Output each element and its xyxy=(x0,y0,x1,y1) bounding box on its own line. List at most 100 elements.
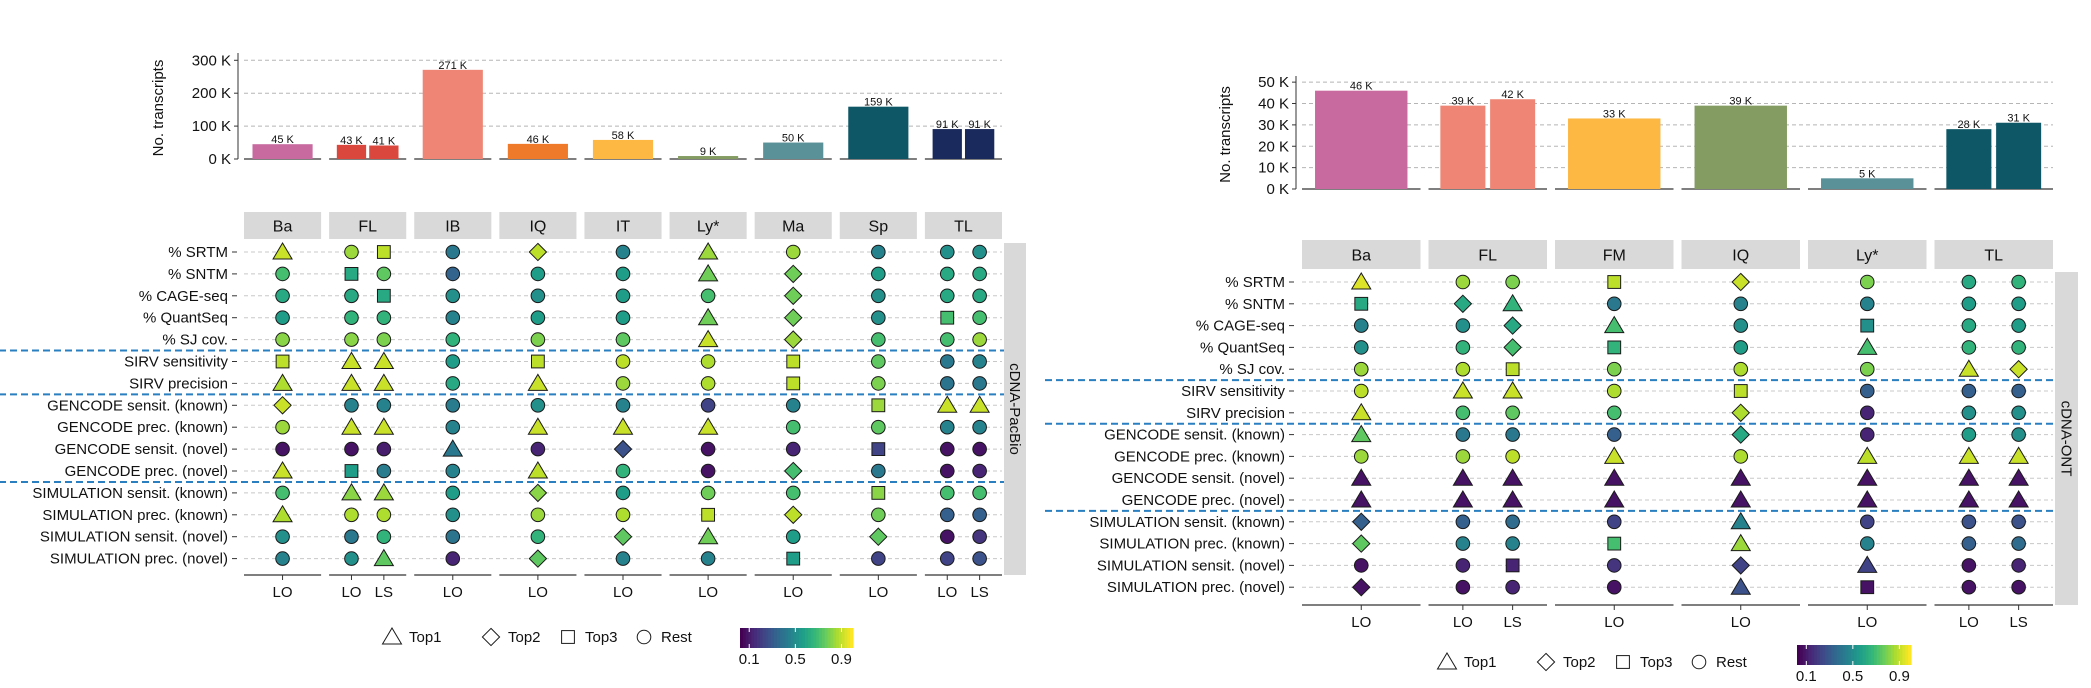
score-marker xyxy=(530,507,546,523)
score-marker xyxy=(1731,272,1751,292)
score-marker xyxy=(697,417,719,435)
colorbar-step xyxy=(1834,645,1838,665)
score-marker xyxy=(376,332,392,347)
score-marker xyxy=(1961,514,1977,530)
score-marker xyxy=(871,463,886,479)
score-marker xyxy=(1730,511,1752,530)
colorbar-step xyxy=(1836,645,1841,665)
bar-TL-LS xyxy=(1996,122,2042,189)
colorbar-step xyxy=(785,628,789,648)
score-marker xyxy=(939,507,955,523)
metric-label: SIMULATION sensit. (novel) xyxy=(40,529,228,546)
colorbar-step xyxy=(1902,645,1906,665)
metric-label: % SNTM xyxy=(1225,296,1285,313)
col-label: LO xyxy=(937,584,957,601)
score-marker xyxy=(871,332,886,347)
score-marker xyxy=(1505,362,1520,377)
colorbar-step xyxy=(748,628,752,648)
colorbar-step xyxy=(762,628,767,648)
strip-label: Ly* xyxy=(697,219,720,236)
bar-value-label: 28 K xyxy=(1958,119,1981,131)
strip-FM xyxy=(1555,240,1674,269)
col-label: LO xyxy=(341,584,361,601)
score-marker xyxy=(972,288,987,304)
score-marker xyxy=(2008,490,2030,508)
score-marker xyxy=(1856,337,1878,355)
colorbar-label: 0.9 xyxy=(831,651,852,668)
colorbar-step xyxy=(1905,645,1909,665)
facet-strip xyxy=(2055,272,2078,605)
score-marker xyxy=(2008,446,2030,464)
score-marker xyxy=(871,442,886,457)
score-marker xyxy=(972,463,987,479)
score-marker xyxy=(1856,490,1878,508)
metric-label: GENCODE prec. (novel) xyxy=(65,463,228,480)
score-marker xyxy=(1958,446,1980,464)
metric-matrix: % SRTM % SNTM % CAGE-seq % QuantSeq % SJ cov… xyxy=(1045,272,2073,597)
score-marker xyxy=(786,354,801,369)
strip-label: Sp xyxy=(869,219,889,236)
strip-IQ xyxy=(1681,240,1800,269)
score-marker xyxy=(1453,294,1473,314)
bar-ylabel: No. transcripts xyxy=(1217,86,1234,183)
score-marker xyxy=(1607,340,1622,355)
colorbar-step xyxy=(1845,645,1849,665)
score-marker xyxy=(871,266,886,282)
legend-shape-top1 xyxy=(1436,652,1458,670)
metric-label: GENCODE prec. (novel) xyxy=(1122,492,1285,509)
legend-shape-top2 xyxy=(481,627,501,647)
score-marker xyxy=(1731,556,1751,575)
score-marker xyxy=(615,354,631,369)
score-marker xyxy=(1961,427,1977,442)
strip-label: TL xyxy=(954,219,973,236)
score-marker xyxy=(1731,403,1751,423)
metric-label: GENCODE sensit. (known) xyxy=(47,397,228,414)
bar-IT-LO xyxy=(592,139,654,159)
col-label: LO xyxy=(1959,614,1979,631)
score-marker xyxy=(1856,555,1878,573)
colorbar-step xyxy=(1808,645,1812,665)
score-marker xyxy=(373,351,395,369)
score-marker xyxy=(442,439,464,457)
score-marker xyxy=(2011,536,2026,551)
score-marker xyxy=(612,417,634,435)
score-marker xyxy=(2009,359,2028,379)
colorbar-step xyxy=(765,628,769,648)
score-marker xyxy=(1505,579,1520,595)
score-marker xyxy=(376,529,392,545)
score-marker xyxy=(1350,402,1372,421)
bar-value-label: 159 K xyxy=(864,97,893,109)
colorbar-step xyxy=(754,628,758,648)
score-marker xyxy=(376,310,392,326)
metric-label: % SJ cov. xyxy=(1219,361,1285,378)
bar-Ma-LO xyxy=(763,142,824,159)
score-marker xyxy=(344,288,359,304)
colorbar-step xyxy=(838,628,843,648)
col-label: LO xyxy=(1604,614,1624,631)
colorbar-step xyxy=(779,628,783,648)
col-label: LO xyxy=(1731,614,1751,631)
strip-label: IQ xyxy=(1732,248,1749,265)
score-marker xyxy=(1505,449,1520,464)
colorbar-step xyxy=(740,628,744,648)
colorbar-step xyxy=(1885,645,1889,665)
colorbar-step xyxy=(756,628,761,648)
score-marker xyxy=(1351,577,1371,597)
colorbar-step xyxy=(1825,645,1829,665)
bar-value-label: 46 K xyxy=(527,134,550,146)
colorbar-step xyxy=(759,628,764,648)
score-marker xyxy=(1961,383,1977,399)
colorbar-step xyxy=(836,628,840,648)
bar-ytick-label: 100 K xyxy=(192,118,231,135)
bar-value-label: 46 K xyxy=(1350,81,1373,93)
colorbar-step xyxy=(1859,645,1864,665)
score-marker xyxy=(615,485,631,501)
score-marker xyxy=(445,288,461,304)
bar-value-label: 43 K xyxy=(340,135,363,147)
matrix-xaxis: LO LO LS LO LO LO LO LO LO LO LS xyxy=(244,574,1002,601)
score-marker xyxy=(972,354,987,369)
col-label: LO xyxy=(868,584,888,601)
score-marker xyxy=(344,441,359,457)
colorbar-step xyxy=(833,628,837,648)
bar-value-label: 39 K xyxy=(1452,96,1475,108)
